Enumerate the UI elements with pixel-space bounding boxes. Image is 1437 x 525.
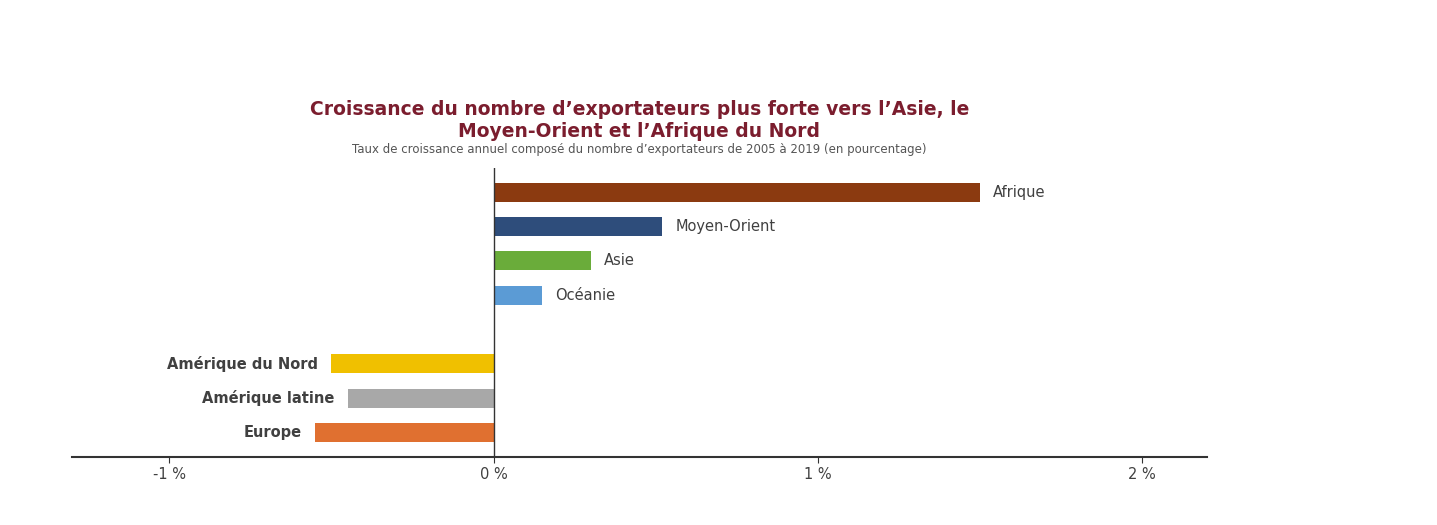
Bar — [493, 251, 591, 270]
Text: Taux de croissance annuel composé du nombre d’exportateurs de 2005 à 2019 (en po: Taux de croissance annuel composé du nom… — [352, 143, 927, 156]
Bar — [332, 354, 493, 373]
Text: Océanie: Océanie — [555, 288, 615, 303]
Text: Afrique: Afrique — [993, 185, 1046, 200]
Text: Amérique latine: Amérique latine — [203, 390, 335, 406]
Bar — [493, 217, 662, 236]
Bar — [315, 423, 493, 442]
Bar — [348, 389, 493, 408]
Text: Europe: Europe — [244, 425, 302, 440]
Text: Moyen-Orient: Moyen-Orient — [675, 219, 776, 234]
Bar — [493, 286, 542, 304]
Title: Croissance du nombre d’exportateurs plus forte vers l’Asie, le
Moyen-Orient et l: Croissance du nombre d’exportateurs plus… — [310, 100, 969, 141]
Bar — [493, 183, 980, 202]
Text: Amérique du Nord: Amérique du Nord — [167, 356, 319, 372]
Text: Asie: Asie — [604, 253, 635, 268]
